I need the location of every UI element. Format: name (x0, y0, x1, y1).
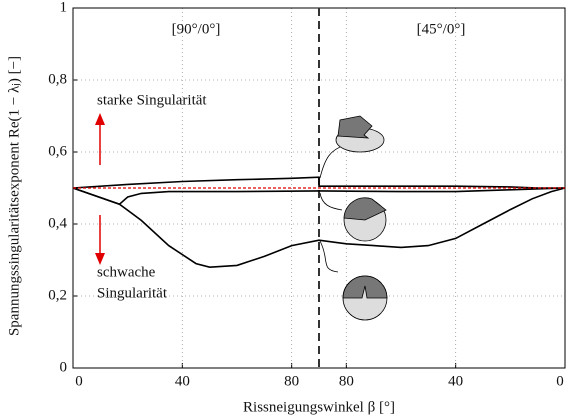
x-axis-label: Rissneigungswinkel β [°] (243, 399, 395, 415)
icon (343, 197, 387, 242)
arrow-head (95, 113, 105, 125)
y-tick-label: 0 (60, 359, 68, 375)
leader-line (319, 240, 339, 273)
x-tick-label: 0 (75, 373, 83, 389)
x-tick-label: 40 (175, 373, 190, 389)
arrow-head (95, 253, 105, 265)
y-tick-label: 0,2 (48, 287, 67, 303)
series-line (72, 187, 566, 269)
annotation: Singularität (97, 285, 168, 301)
icon (342, 275, 388, 321)
y-axis-label: Spannungssingularitätsexponent Re(1 − λⱼ… (6, 56, 22, 336)
annotation: [45°/0°] (417, 21, 466, 37)
series-line (72, 176, 565, 189)
annotation: starke Singularität (97, 92, 207, 108)
y-tick-label: 0,8 (48, 71, 67, 87)
x-tick-label: 0 (556, 373, 564, 389)
series-line (72, 187, 566, 206)
leader-line (319, 192, 343, 211)
arrows (95, 113, 105, 265)
y-tick-label: 0,6 (48, 143, 67, 159)
data-layer (72, 8, 566, 368)
x-tick-label: 40 (448, 373, 463, 389)
annotation: schwache (97, 264, 156, 280)
y-tick-label: 1 (60, 0, 68, 15)
annotation: [90°/0°] (172, 21, 221, 37)
y-tick-label: 0,4 (48, 215, 67, 231)
icon (335, 115, 385, 153)
x-tick-label: 80 (284, 373, 299, 389)
x-tick-label: 80 (339, 373, 354, 389)
